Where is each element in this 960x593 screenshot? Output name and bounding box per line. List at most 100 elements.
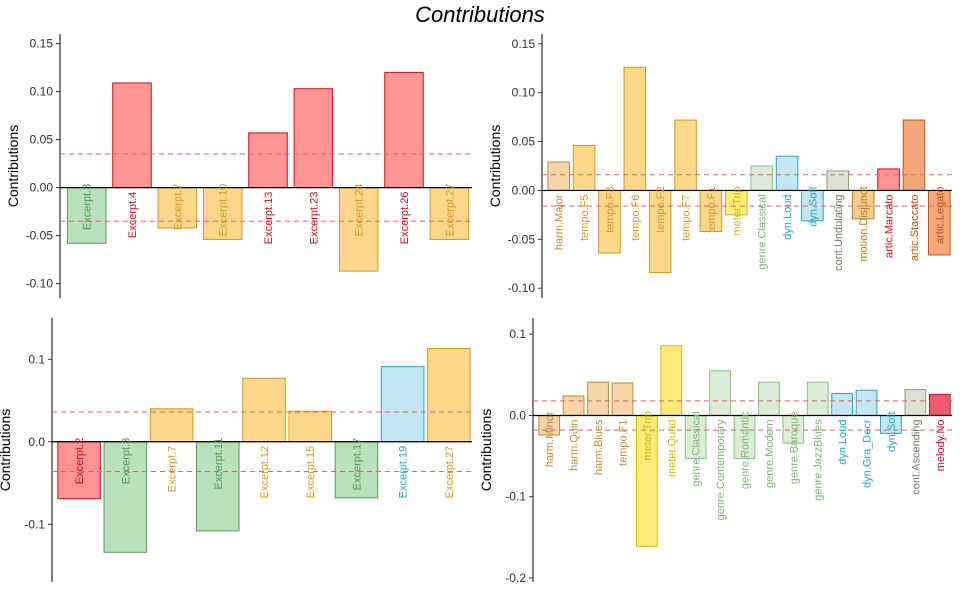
y-tick-label: 0.15: [30, 37, 54, 51]
bar-artic-staccato: [902, 119, 926, 191]
bar-label: Excerpt.7: [167, 446, 179, 492]
bar-label: genre.Contemporary: [715, 419, 727, 520]
bar-label: genre.Baroque: [788, 411, 800, 484]
y-tick-label: 0.0: [509, 408, 526, 422]
chart-panel-bottom-right: -0.2 -0.1 0.0 0.1 Contributions harm.Minor har…: [478, 318, 952, 585]
bar-excerpt-13: [248, 132, 288, 189]
bar-label: Excerpt.17: [351, 438, 363, 491]
y-tick-label: -0.2: [505, 571, 526, 585]
bar-dyn-gra-decr: [855, 389, 878, 416]
bar-excerpt-3: [103, 441, 148, 553]
bar-tempo-f6: [623, 66, 647, 191]
bar-artic-marcato: [877, 168, 900, 191]
bar-genre-classical: [750, 165, 773, 191]
chart-panel-top-left: -0.10 -0.05 0.00 0.05 0.10 0.15 Contributions E…: [5, 34, 472, 298]
bar-dyn-loud: [775, 155, 799, 191]
bar-label: genre.Modern: [764, 419, 776, 488]
bar-label: cont.Undulating: [833, 194, 845, 270]
bar-label: Excerpt.15: [305, 446, 317, 499]
bar-label: meter.Trip: [642, 411, 654, 460]
bar-label: Excerpt.7: [172, 184, 184, 230]
bar-excerpt-2: [57, 441, 101, 500]
y-tick-label: 0.10: [30, 85, 54, 99]
bar-label: tempo.F6: [630, 194, 642, 240]
bar-label: Excerpt.11: [213, 438, 225, 490]
bar-label: tempo.F7: [681, 194, 693, 240]
y-tick-label: 0.00: [512, 183, 536, 197]
bar-excerpt-19: [380, 366, 425, 443]
bar-harm-quin: [562, 395, 585, 416]
bar-label: Excerpt.27: [444, 446, 456, 499]
y-tick-label: -0.05: [26, 229, 54, 243]
bar-label: Excerpt.13: [263, 192, 275, 245]
bar-excerpt-23: [293, 88, 334, 189]
bar-tempo-f7: [674, 119, 697, 191]
bar-label: Excerpt.3: [82, 184, 94, 230]
bar-excerpt-3: [66, 187, 107, 244]
bar-label: harm.Major: [554, 194, 566, 250]
y-axis-title: Contributions: [5, 125, 21, 208]
bar-label: Excerpt.4: [127, 192, 139, 238]
y-tick-label: 0.10: [512, 86, 536, 100]
bar-cont-ascending: [904, 388, 927, 416]
bar-genre-modern: [758, 381, 780, 416]
y-tick-label: -0.10: [508, 281, 536, 295]
y-tick-label: -0.05: [508, 232, 536, 246]
bar-label: harm.Quin: [569, 419, 581, 470]
bar-label: artic.Marcato: [884, 194, 896, 258]
bar-label: Excerpt.24: [354, 184, 366, 237]
y-axis-title: Contributions: [0, 409, 13, 492]
bar-genre-contemporary: [709, 370, 731, 416]
y-tick-label: -0.10: [26, 277, 54, 291]
bar-excerpt-17: [334, 441, 379, 499]
bar-label: meter.Trip: [731, 186, 743, 235]
y-tick-label: 0.05: [30, 133, 54, 147]
bar-label: artic.Staccato: [909, 194, 921, 261]
bar-excerpt-12: [242, 377, 286, 443]
y-tick-label: 0.1: [509, 327, 526, 341]
bar-label: Excerpt.10: [218, 184, 230, 237]
y-tick-label: 0.0: [28, 435, 45, 449]
bar-label: Excerpt.23: [308, 192, 320, 245]
bar-label: tempo.F1: [706, 186, 718, 232]
bar-label: tempo.F5: [579, 194, 591, 240]
bar-excerpt-7: [149, 408, 194, 443]
bar-excerpt-24: [338, 187, 379, 272]
bar-label: genre.Romantic: [740, 411, 752, 489]
bar-label: cont.Ascending: [910, 419, 922, 494]
y-tick-label: -0.1: [24, 517, 45, 531]
bar-harm-major: [547, 161, 570, 191]
bar-genre-jazzblues: [806, 381, 829, 416]
bar-label: Excerpt.12: [259, 446, 271, 499]
bar-label: harm.Blues: [593, 419, 605, 475]
chart-title: Contributions: [415, 2, 545, 27]
bar-excerpt-15: [288, 410, 332, 443]
y-tick-label: 0.15: [512, 37, 536, 51]
bar-label: motion.Disjunct: [858, 186, 870, 261]
bar-excerpt-10: [202, 187, 243, 240]
bar-label: dyn.Soft: [886, 411, 898, 451]
bar-excerpt-26: [384, 71, 424, 189]
y-tick-label: 0.05: [512, 135, 536, 149]
bar-excerpt-27: [429, 187, 470, 240]
bar-label: Excerpt.3: [120, 438, 132, 484]
y-tick-label: -0.1: [505, 490, 526, 504]
y-axis-title: Contributions: [487, 125, 503, 208]
bar-label: dyn.Soft: [807, 186, 819, 226]
bar-excerpt-4: [112, 82, 152, 189]
bar-label: tempo.F2: [655, 186, 667, 232]
bar-label: dyn.Loud: [837, 419, 849, 464]
chart-panel-bottom-left: -0.1 0.0 0.1 Contributions Excerpt.2 Excerpt.…: [0, 318, 472, 582]
bar-label: genre.JazzBlues: [813, 419, 825, 501]
bar-tempo-f1: [611, 382, 634, 416]
bar-label: harm.Minor: [544, 411, 556, 467]
bar-cont-undulating: [826, 170, 850, 191]
bar-label: tempo.F3: [604, 186, 616, 232]
bar-label: artic.Legato: [934, 186, 946, 243]
bar-label: tempo.F1: [617, 419, 629, 465]
bar-label: Excerpt.19: [398, 446, 410, 499]
bar-meter-quad: [660, 345, 683, 416]
bar-label: melody.No: [935, 419, 947, 471]
y-axis-title: Contributions: [478, 409, 494, 492]
bar-excerpt-27: [427, 348, 471, 443]
